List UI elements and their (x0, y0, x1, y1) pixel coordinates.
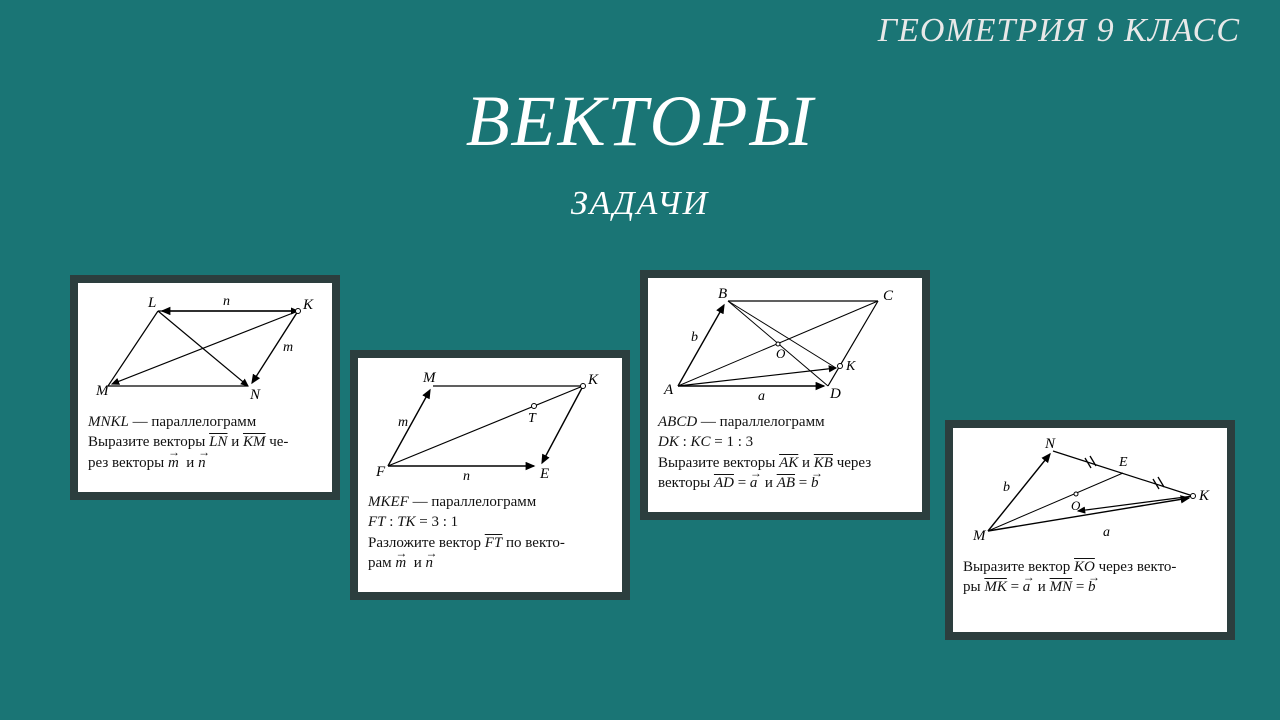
svg-text:E: E (1118, 455, 1128, 470)
svg-text:L: L (147, 295, 156, 311)
svg-text:N: N (249, 387, 261, 403)
problem-card-2: M K F E T m⃗ n⃗ MKEF — параллелограмм FT… (350, 350, 630, 600)
svg-text:O: O (776, 346, 786, 361)
svg-text:M: M (972, 528, 987, 544)
svg-text:E: E (539, 466, 549, 482)
svg-text:M: M (95, 383, 110, 399)
subtitle: ЗАДАЧИ (0, 185, 1280, 223)
svg-text:n⃗: n⃗ (223, 294, 241, 309)
header-text: ГЕОМЕТРИЯ 9 КЛАСС (878, 12, 1240, 50)
caption-1: MNKL — параллелограмм Выразите векторы L… (88, 412, 322, 473)
diagram-4: N K M E O b⃗ a⃗ (963, 436, 1223, 551)
svg-text:K: K (302, 297, 314, 313)
svg-text:F: F (375, 464, 386, 480)
diagram-2: M K F E T m⃗ n⃗ (368, 366, 618, 486)
problem-card-1: L K M N n⃗ m⃗ MNKL — параллелограмм Выра… (70, 275, 340, 500)
main-title: ВЕКТОРЫ (0, 80, 1280, 163)
svg-text:C: C (883, 288, 894, 304)
svg-text:K: K (1198, 488, 1210, 504)
diagram-1: L K M N n⃗ m⃗ (88, 291, 328, 406)
svg-text:A: A (663, 382, 674, 398)
svg-text:b⃗: b⃗ (691, 330, 709, 345)
problem-card-3: B C A D K O b⃗ a⃗ ABCD — параллелограмм … (640, 270, 930, 520)
svg-text:a⃗: a⃗ (758, 389, 776, 404)
svg-text:n⃗: n⃗ (463, 469, 481, 484)
diagram-3: B C A D K O b⃗ a⃗ (658, 286, 918, 406)
svg-text:T: T (528, 411, 537, 426)
svg-text:K: K (587, 372, 599, 388)
caption-3: ABCD — параллелограмм DK : KC = 1 : 3 Вы… (658, 412, 912, 493)
svg-text:B: B (718, 286, 727, 302)
problem-card-4: N K M E O b⃗ a⃗ Выразите вектор KO через… (945, 420, 1235, 640)
svg-text:a⃗: a⃗ (1103, 525, 1121, 540)
svg-text:O: O (1071, 498, 1081, 513)
svg-text:D: D (829, 386, 841, 402)
svg-text:M: M (422, 370, 437, 386)
svg-text:K: K (845, 359, 856, 374)
svg-text:b⃗: b⃗ (1003, 480, 1021, 495)
svg-text:m⃗: m⃗ (398, 415, 419, 430)
svg-text:m⃗: m⃗ (283, 340, 304, 355)
caption-4: Выразите вектор KO через векто-ры MK = a… (963, 557, 1217, 598)
svg-text:N: N (1044, 436, 1056, 452)
caption-2: MKEF — параллелограмм FT : TK = 3 : 1 Ра… (368, 492, 612, 573)
